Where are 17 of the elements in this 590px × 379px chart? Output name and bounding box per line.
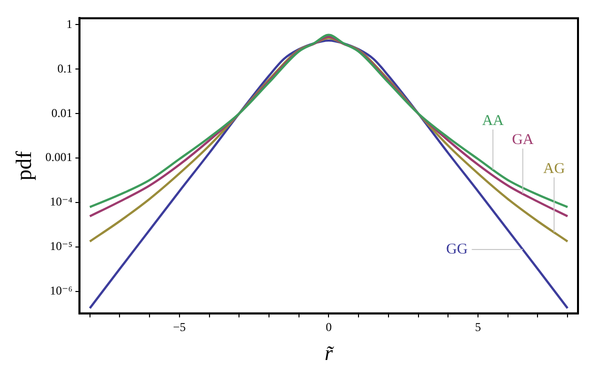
y-tick-label: 10⁻⁶ [50,284,72,298]
y-tick-label: 1 [66,16,72,31]
x-axis-title: r̃ [324,340,335,365]
series-label: AA [482,112,504,129]
y-tick-label: 0.001 [45,150,72,164]
y-tick-label: 10⁻⁵ [50,239,72,254]
x-tick-label: 5 [474,320,481,334]
y-axis-title: pdf [10,150,36,180]
text: GA [512,132,534,148]
x-tick-label: −5 [173,320,186,334]
text: GG [446,241,468,258]
y-tick-label: 0.1 [57,61,72,76]
y-tick-label: 0.01 [51,106,72,120]
y-tick-label: 10⁻⁴ [50,194,72,209]
line-series [88,39,569,310]
x-tick-label: 0 [326,320,332,334]
text: AG [543,160,566,177]
